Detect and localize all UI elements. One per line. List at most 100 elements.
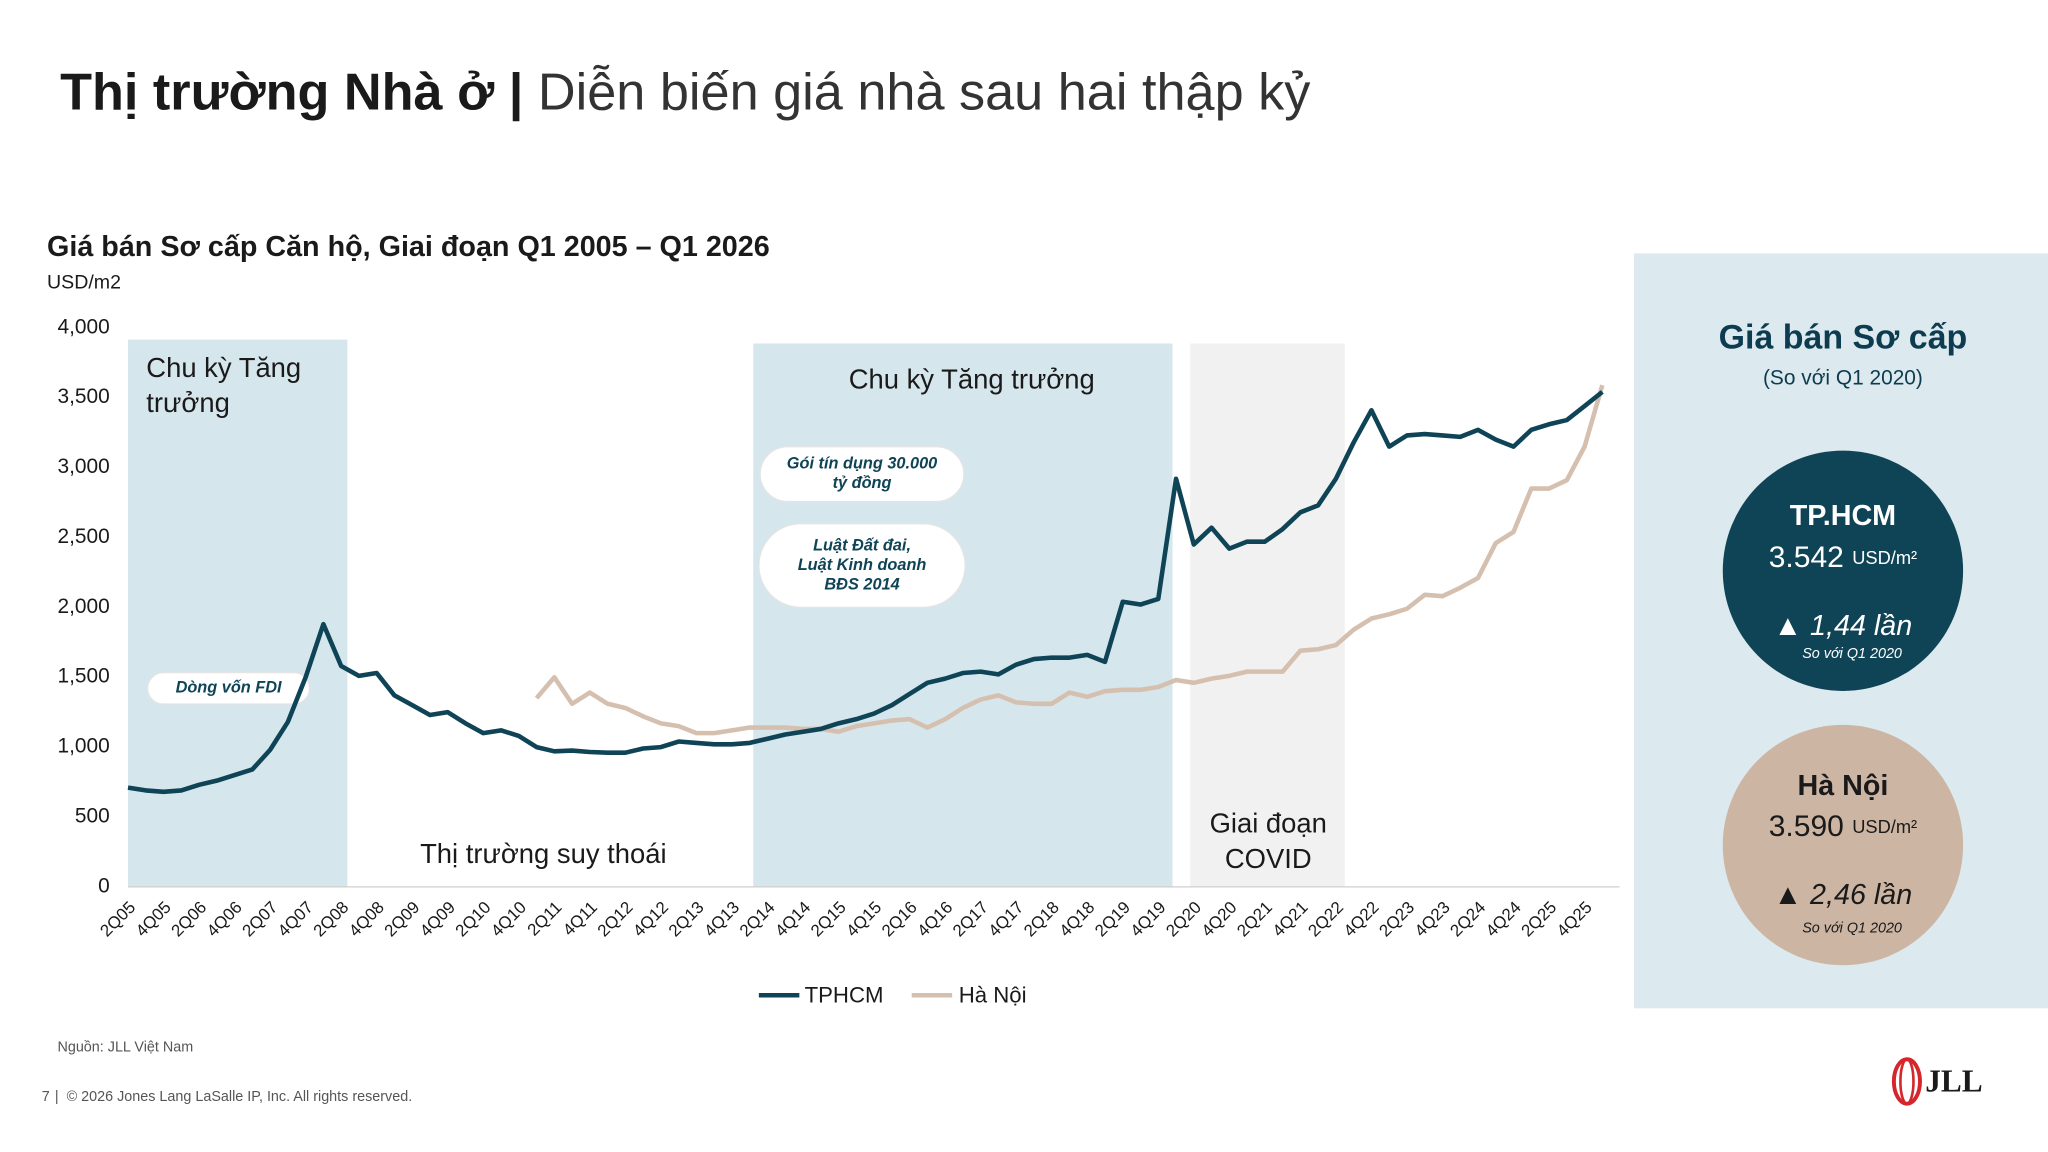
period-label: trưởng: [146, 387, 230, 418]
card-note: So với Q1 2020: [1802, 646, 1902, 662]
period-label: Thị trường suy thoái: [420, 838, 667, 869]
period-label: Chu kỳ Tăng trưởng: [849, 364, 1095, 395]
series-line: [127, 390, 1604, 795]
title-bold: Thị trường Nhà ở: [60, 63, 495, 121]
period-label: Chu kỳ Tăng: [146, 352, 301, 383]
source: Nguồn: JLL Việt Nam: [57, 1039, 193, 1055]
legend-label: Hà Nội: [959, 982, 1027, 1007]
x-tick-label: 2Q09: [381, 898, 424, 941]
annotation-text: BĐS 2014: [824, 575, 899, 593]
x-tick-label: 4Q18: [1056, 898, 1099, 941]
x-tick-label: 4Q10: [487, 898, 530, 941]
x-tick-label: 4Q08: [345, 898, 388, 941]
logo-text: JLL: [1925, 1063, 1982, 1098]
logo: JLL: [1891, 1057, 1983, 1106]
y-tick-label: 3,000: [57, 455, 109, 478]
x-tick-label: 2Q25: [1517, 898, 1560, 941]
x-tick-label: 4Q17: [985, 898, 1028, 941]
x-tick-label: 4Q13: [700, 898, 743, 941]
title-separator: |: [509, 63, 524, 121]
up-arrow: ▲: [1774, 879, 1810, 911]
y-tick-label: 3,500: [57, 385, 109, 408]
x-tick-label: 2Q05: [96, 898, 139, 941]
x-tick-label: 2Q11: [524, 898, 566, 940]
x-tick-label: 2Q08: [310, 898, 353, 941]
card-change: ▲ 2,46 lần: [1774, 879, 1913, 911]
logo-mark: [1891, 1057, 1922, 1106]
y-tick-label: 2,500: [57, 525, 109, 548]
unit: USD/m²: [1852, 816, 1917, 837]
separator: |: [55, 1089, 59, 1105]
x-tick-label: 4Q05: [132, 898, 175, 941]
unit: USD/m²: [1852, 547, 1917, 568]
x-tick-label: 4Q21: [1269, 898, 1312, 941]
annotation-text: Dòng vốn FDI: [176, 679, 282, 697]
x-tick-label: 2Q21: [1233, 898, 1276, 941]
x-tick-label: 4Q14: [771, 898, 814, 941]
card-price: 3.542 USD/m²: [1769, 541, 1917, 574]
x-tick-label: 2Q14: [736, 898, 779, 941]
price: 3.542: [1769, 541, 1844, 574]
card-city: Hà Nội: [1797, 770, 1888, 802]
hanoi-card: [1722, 724, 1964, 966]
period-label: Giai đoạn: [1210, 808, 1327, 839]
series-line: [534, 384, 1605, 736]
y-tick-label: 500: [75, 804, 110, 827]
annotation-bubble: [759, 446, 965, 503]
title-rest: Diễn biến giá nhà sau hai thập kỷ: [538, 63, 1311, 121]
x-tick-label: 4Q16: [914, 898, 957, 941]
annotation-text: Luật Kinh doanh: [798, 556, 927, 574]
y-tick-label: 4,000: [57, 315, 109, 338]
panel-subtitle: (So với Q1 2020): [1763, 366, 1923, 389]
x-tick-label: 2Q22: [1304, 898, 1347, 941]
y-tick-label: 2,000: [57, 595, 109, 618]
period-band: [128, 339, 348, 887]
chart-title: Giá bán Sơ cấp Căn hộ, Giai đoạn Q1 2005…: [47, 231, 770, 263]
x-tick-label: 4Q24: [1482, 898, 1525, 941]
period-label: COVID: [1225, 843, 1312, 874]
copyright: © 2026 Jones Lang LaSalle IP, Inc. All r…: [67, 1089, 413, 1105]
x-tick-label: 2Q23: [1375, 898, 1418, 941]
x-tick-label: 4Q12: [629, 898, 672, 941]
legend-label: TPHCM: [805, 982, 884, 1007]
x-tick-label: 2Q06: [167, 898, 210, 941]
x-tick-label: 4Q15: [842, 898, 885, 941]
x-tick-label: 4Q07: [274, 898, 317, 941]
x-tick-label: 2Q16: [878, 898, 921, 941]
hcm-card: [1722, 450, 1964, 691]
page-number: 7: [42, 1089, 50, 1105]
x-tick-label: 4Q25: [1553, 898, 1596, 941]
period-band: [1190, 343, 1345, 887]
x-tick-label: 4Q19: [1127, 898, 1170, 941]
card-price: 3.590 USD/m²: [1769, 810, 1917, 843]
card-note: So với Q1 2020: [1802, 920, 1902, 936]
panel-title: Giá bán Sơ cấp: [1719, 319, 1968, 357]
page-title: Thị trường Nhà ở | Diễn biến giá nhà sau…: [60, 63, 1311, 121]
card-city: TP.HCM: [1790, 500, 1896, 532]
price: 3.590: [1769, 810, 1844, 843]
x-tick-label: 2Q17: [949, 898, 992, 941]
change: 1,44 lần: [1810, 610, 1912, 642]
x-tick-label: 2Q15: [807, 898, 850, 941]
x-tick-label: 4Q09: [416, 898, 459, 941]
x-tick-label: 4Q20: [1198, 898, 1241, 941]
annotation-bubble: [146, 671, 311, 705]
x-tick-label: 2Q19: [1091, 898, 1134, 941]
y-axis-label: USD/m2: [47, 272, 121, 294]
x-tick-label: 4Q22: [1340, 898, 1383, 941]
x-tick-label: 4Q23: [1411, 898, 1454, 941]
change: 2,46 lần: [1809, 879, 1912, 911]
period-band: [753, 343, 1173, 887]
x-tick-label: 2Q20: [1162, 898, 1205, 941]
x-tick-label: 2Q24: [1446, 898, 1489, 941]
annotation-text: Luật Đất đai,: [813, 536, 911, 554]
logo-mark: [1899, 1057, 1915, 1105]
backgrounds: [128, 253, 2048, 1009]
y-tick-label: 1,000: [57, 735, 109, 758]
annotation-text: tỷ đồng: [833, 474, 892, 492]
y-tick-label: 1,500: [57, 665, 109, 688]
x-tick-label: 4Q06: [203, 898, 246, 941]
x-tick-label: 4Q11: [559, 898, 601, 940]
x-tick-label: 2Q12: [594, 898, 637, 941]
